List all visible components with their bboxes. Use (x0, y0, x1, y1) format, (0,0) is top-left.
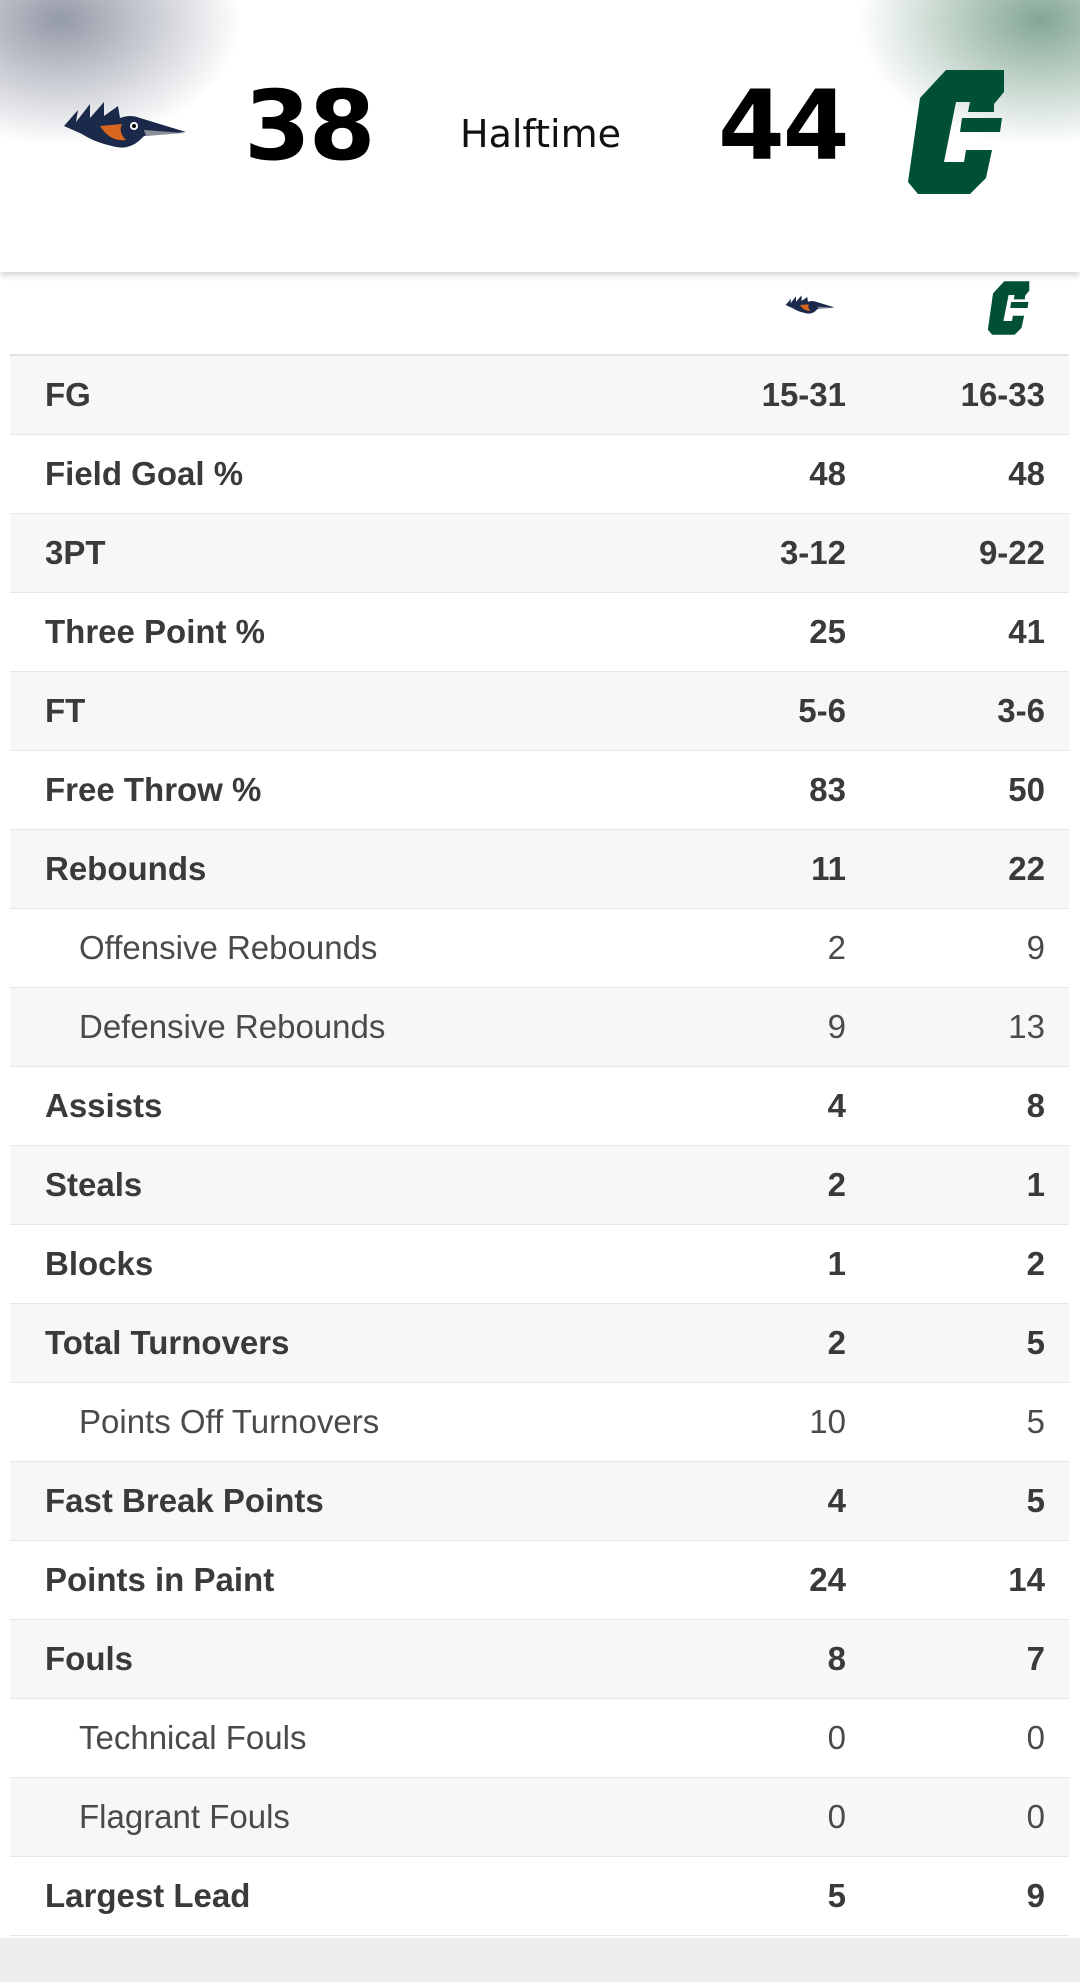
away-value: 2 (827, 1166, 846, 1203)
home-value: 50 (1008, 771, 1045, 808)
table-row: Defensive Rebounds 9 13 (10, 988, 1069, 1067)
away-value: 2 (827, 929, 846, 966)
stat-label: Field Goal % (45, 455, 244, 492)
table-row: FG 15-31 16-33 (10, 356, 1069, 435)
away-score: 38 (244, 70, 376, 182)
away-value: 83 (809, 771, 846, 808)
stat-label: Technical Fouls (79, 1719, 307, 1756)
away-value: 10 (809, 1403, 846, 1440)
home-value: 5 (1026, 1403, 1045, 1440)
stat-label: Rebounds (45, 850, 207, 887)
away-value: 48 (809, 455, 846, 492)
team-stats-table: FG 15-31 16-33 Field Goal % 48 48 3PT 3-12 9-22 T… (10, 272, 1069, 1936)
home-value: 9-22 (978, 534, 1045, 571)
home-value: 5 (1026, 1324, 1045, 1361)
home-score: 44 (718, 70, 850, 182)
home-value: 5 (1026, 1482, 1045, 1519)
stat-label: Defensive Rebounds (79, 1008, 386, 1045)
home-value: 7 (1026, 1640, 1045, 1677)
table-row: Technical Fouls 0 0 (10, 1699, 1069, 1778)
stat-label: Fast Break Points (45, 1482, 324, 1519)
table-row: Free Throw % 83 50 (10, 751, 1069, 830)
table-row: Steals 2 1 (10, 1146, 1069, 1225)
stat-label: Blocks (45, 1245, 154, 1282)
away-value: 0 (827, 1798, 846, 1835)
stat-label: 3PT (45, 534, 106, 571)
home-value: 14 (1008, 1561, 1045, 1598)
table-row: Rebounds 11 22 (10, 830, 1069, 909)
away-value: 3-12 (779, 534, 846, 571)
table-row: 3PT 3-12 9-22 (10, 514, 1069, 593)
stat-label: Fouls (45, 1640, 133, 1677)
away-value: 5 (827, 1877, 846, 1914)
table-row: Points in Paint 24 14 (10, 1541, 1069, 1620)
stat-label: Largest Lead (45, 1877, 251, 1914)
home-value: 16-33 (960, 376, 1045, 413)
home-value: 41 (1008, 613, 1045, 650)
stat-label: Free Throw % (45, 771, 262, 808)
stat-label: FT (45, 692, 86, 729)
scoreboard-header: 38 Halftime 44 (0, 0, 1080, 272)
home-value: 0 (1026, 1798, 1045, 1835)
table-row: Points Off Turnovers 10 5 (10, 1383, 1069, 1462)
away-value: 15-31 (761, 376, 846, 413)
away-value: 5-6 (798, 692, 846, 729)
roadrunner-logo-icon (785, 295, 835, 314)
stat-label: Points in Paint (45, 1561, 275, 1598)
home-value: 1 (1026, 1166, 1045, 1203)
table-row: Assists 4 8 (10, 1067, 1069, 1146)
table-row: Fast Break Points 4 5 (10, 1462, 1069, 1541)
table-row: Largest Lead 5 9 (10, 1857, 1069, 1936)
stat-label: Assists (45, 1087, 163, 1124)
home-value: 48 (1008, 455, 1045, 492)
table-row: Blocks 1 2 (10, 1225, 1069, 1304)
table-row: Total Turnovers 2 5 (10, 1304, 1069, 1383)
table-row: Flagrant Fouls 0 0 (10, 1778, 1069, 1857)
stats-rows: FG 15-31 16-33 Field Goal % 48 48 3PT 3-12 9-22 T… (10, 356, 1069, 1936)
roadrunner-logo-icon[interactable] (60, 96, 190, 166)
table-row: Three Point % 25 41 (10, 593, 1069, 672)
home-value: 8 (1026, 1087, 1045, 1124)
stat-label: Total Turnovers (45, 1324, 290, 1361)
away-value: 11 (811, 850, 846, 887)
home-value: 2 (1026, 1245, 1045, 1282)
bottom-bar (0, 1938, 1080, 1982)
away-value: 9 (827, 1008, 846, 1045)
stat-label: Flagrant Fouls (79, 1798, 290, 1835)
away-value: 4 (827, 1482, 846, 1519)
away-value: 8 (827, 1640, 846, 1677)
away-value: 0 (827, 1719, 846, 1756)
away-value: 25 (809, 613, 846, 650)
home-value: 9 (1026, 929, 1045, 966)
table-row: Fouls 8 7 (10, 1620, 1069, 1699)
home-value: 13 (1008, 1008, 1045, 1045)
home-value: 22 (1008, 850, 1045, 887)
game-status: Halftime (460, 112, 621, 156)
away-value: 2 (827, 1324, 846, 1361)
away-value: 1 (827, 1245, 846, 1282)
charlotte-c-logo-icon[interactable] (906, 68, 1008, 196)
stat-label: Offensive Rebounds (79, 929, 378, 966)
table-row: Offensive Rebounds 2 9 (10, 909, 1069, 988)
home-value: 9 (1026, 1877, 1045, 1914)
away-value: 24 (809, 1561, 846, 1598)
home-value: 3-6 (997, 692, 1045, 729)
table-row: FT 5-6 3-6 (10, 672, 1069, 751)
stat-label: FG (45, 376, 91, 413)
charlotte-c-logo-icon (987, 281, 1030, 335)
table-header (10, 272, 1069, 356)
away-value: 4 (827, 1087, 846, 1124)
table-row: Field Goal % 48 48 (10, 435, 1069, 514)
home-value: 0 (1026, 1719, 1045, 1756)
stat-label: Steals (45, 1166, 143, 1203)
stat-label: Points Off Turnovers (79, 1403, 380, 1440)
stat-label: Three Point % (45, 613, 266, 650)
